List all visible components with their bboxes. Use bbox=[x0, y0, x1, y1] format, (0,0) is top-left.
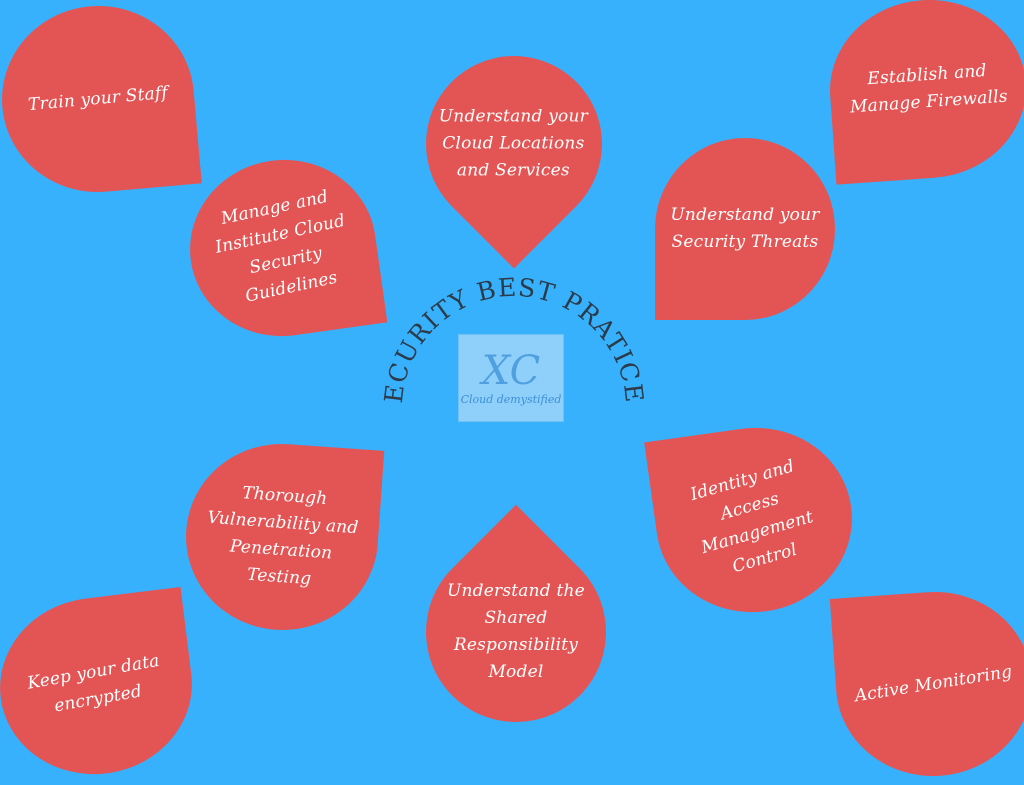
bubble-understand-security-threats: Understand your Security Threats bbox=[655, 138, 835, 320]
logo: XC Cloud demystified bbox=[458, 334, 564, 422]
bubble-label: Active Monitoring bbox=[853, 658, 1014, 710]
bubble-label: Manage and Institute Cloud Security Guid… bbox=[207, 181, 359, 314]
bubble-train-your-staff: Train your Staff bbox=[0, 0, 202, 201]
bubble-label: Train your Staff bbox=[27, 79, 169, 118]
label-line: Train your Staff bbox=[27, 82, 169, 115]
label-line: Responsibility bbox=[453, 634, 579, 655]
label-line: Understand your bbox=[670, 205, 820, 225]
bubble-keep-data-encrypted: Keep your data encrypted bbox=[0, 586, 203, 785]
bubble-active-monitoring: Active Monitoring bbox=[829, 585, 1024, 783]
bubble-establish-firewalls: Establish and Manage Firewalls bbox=[824, 0, 1024, 185]
label-line: and Services bbox=[457, 160, 571, 181]
bubble-label: Thorough Vulnerability and Penetration T… bbox=[203, 478, 361, 596]
bubble-identity-access-management: Identity and Access Management Control bbox=[644, 415, 864, 625]
label-line: Understand the bbox=[447, 580, 585, 601]
bubble-manage-cloud-security-guidelines: Manage and Institute Cloud Security Guid… bbox=[178, 147, 388, 349]
label-line: Security Threats bbox=[671, 232, 819, 252]
label-line: Active Monitoring bbox=[853, 661, 1015, 706]
label-line: Model bbox=[488, 661, 544, 682]
bubble-vulnerability-penetration-testing: Thorough Vulnerability and Penetration T… bbox=[179, 437, 385, 637]
bubble-label: Understand your Security Threats bbox=[670, 202, 819, 256]
bubble-shared-responsibility-model: Understand the Shared Responsibility Mod… bbox=[388, 504, 644, 760]
logo-text: Cloud demystified bbox=[460, 392, 562, 406]
bubble-label: Keep your data encrypted bbox=[25, 648, 166, 724]
label-line: Shared bbox=[484, 607, 548, 628]
label-line: Understand your bbox=[439, 106, 589, 127]
label-line: Cloud Locations bbox=[442, 133, 586, 154]
logo-mark: XC bbox=[481, 347, 541, 394]
bubble-label: Establish and Manage Firewalls bbox=[847, 57, 1008, 122]
bubble-label: Identity and Access Management Control bbox=[684, 452, 825, 588]
bubble-understand-cloud-locations: Understand your Cloud Locations and Serv… bbox=[389, 19, 639, 269]
bubble-label: Understand your Cloud Locations and Serv… bbox=[439, 104, 588, 185]
bubble-label: Understand the Shared Responsibility Mod… bbox=[447, 578, 585, 686]
